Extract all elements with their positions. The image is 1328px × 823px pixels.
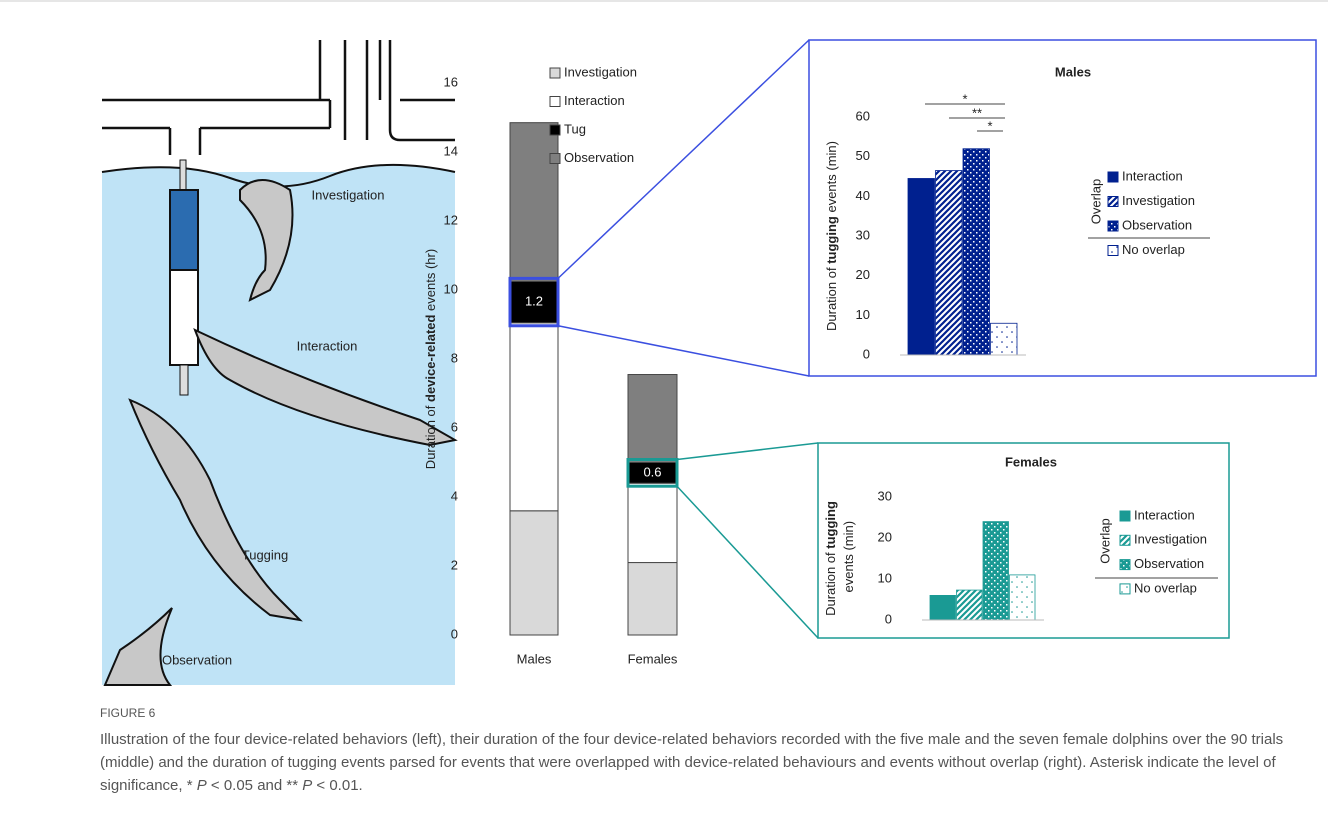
significance-label: * [962, 91, 967, 106]
y-tick-label: 10 [856, 307, 870, 322]
legend-label: Interaction [564, 93, 625, 108]
bar-segment [628, 563, 677, 635]
y-tick-label: 0 [863, 346, 870, 361]
y-tick-label: 20 [878, 529, 892, 544]
figure: Investigation Interaction Tugging Observati… [0, 0, 1328, 700]
connector [677, 443, 818, 460]
legend-swatch [1120, 584, 1130, 594]
caption-part: < 0.05 and ** [207, 777, 303, 794]
legend-swatch [550, 97, 560, 107]
y-tick-label: 4 [451, 488, 458, 503]
y-axis-title-part: events (min) [841, 521, 856, 596]
bar-segment [510, 123, 558, 282]
y-tick-label: 16 [444, 74, 458, 89]
y-tick-label: 2 [451, 557, 458, 572]
y-axis-title-part: device-related [423, 315, 438, 402]
legend-label: No overlap [1122, 242, 1185, 257]
caption-part: < 0.01. [312, 777, 362, 794]
bar [908, 178, 935, 355]
legend-swatch [1108, 197, 1118, 207]
legend-label: Tug [564, 121, 586, 136]
y-tick-label: 8 [451, 350, 458, 365]
illustration [102, 40, 455, 685]
bar [983, 522, 1009, 620]
legend-swatch [550, 68, 560, 78]
significance-label: ** [972, 105, 982, 120]
chart-title: Males [1055, 64, 1091, 79]
y-tick-label: 40 [856, 188, 870, 203]
y-tick-label: 12 [444, 212, 458, 227]
y-axis-title: Duration of device-related events (hr) [423, 249, 438, 469]
figure-label: FIGURE 6 [100, 706, 1300, 720]
legend-label: Investigation [1134, 532, 1207, 547]
legend-swatch [550, 125, 560, 135]
y-axis-title-part: tugging [823, 501, 838, 549]
panel-border [809, 40, 1316, 376]
y-tick-label: 20 [856, 267, 870, 282]
bar [991, 323, 1018, 355]
caption-part: P [302, 777, 312, 794]
legend-label: No overlap [1134, 580, 1197, 595]
y-tick-label: 0 [885, 611, 892, 626]
bar [1010, 575, 1036, 620]
page: Investigation Interaction Tugging Observati… [0, 0, 1328, 823]
legend-title: Overlap [1088, 179, 1103, 225]
illustration-label: Interaction [297, 338, 358, 353]
legend-swatch [1120, 535, 1130, 545]
figure-caption: Illustration of the four device-related … [100, 728, 1300, 797]
legend-swatch [1108, 246, 1118, 256]
legend-label: Observation [564, 150, 634, 165]
y-tick-label: 60 [856, 108, 870, 123]
illustration-label: Investigation [312, 187, 385, 202]
y-axis-title-part: events (hr) [423, 249, 438, 315]
legend-label: Observation [1122, 217, 1192, 232]
y-axis-title-part: Duration of [423, 402, 438, 469]
y-tick-label: 10 [444, 281, 458, 296]
legend-label: Investigation [564, 64, 637, 79]
legend-swatch [1108, 221, 1118, 231]
y-axis-title-part: Duration of [824, 264, 839, 331]
connector [558, 326, 809, 376]
legend-title: Overlap [1097, 518, 1112, 564]
y-axis-title-part: Duration of [823, 549, 838, 616]
bar [957, 590, 983, 620]
illustration-label: Observation [162, 652, 232, 667]
y-tick-label: 6 [451, 419, 458, 434]
value-label: 1.2 [525, 294, 543, 309]
y-tick-label: 30 [856, 227, 870, 242]
y-tick-label: 30 [878, 488, 892, 503]
x-tick-label: Females [628, 651, 678, 666]
legend-label: Investigation [1122, 193, 1195, 208]
legend-label: Observation [1134, 556, 1204, 571]
connector [677, 486, 818, 638]
bar [963, 149, 990, 355]
y-axis-title-part: tugging [824, 216, 839, 264]
y-tick-label: 10 [878, 570, 892, 585]
bar [936, 171, 963, 355]
y-axis-title: Duration of tugging events (min) [824, 141, 839, 331]
significance-label: * [987, 118, 992, 133]
bar-segment [510, 323, 558, 511]
caption-block: FIGURE 6 Illustration of the four device… [100, 700, 1300, 797]
caption-part: P [197, 777, 207, 794]
legend-swatch [550, 154, 560, 164]
x-tick-label: Males [517, 651, 552, 666]
y-tick-label: 50 [856, 148, 870, 163]
bar-segment [628, 483, 677, 562]
legend-label: Interaction [1134, 507, 1195, 522]
bar-segment [510, 511, 558, 635]
legend-swatch [1120, 560, 1130, 570]
y-tick-label: 14 [444, 143, 458, 158]
value-label: 0.6 [643, 464, 661, 479]
legend-swatch [1108, 172, 1118, 182]
y-tick-label: 0 [451, 626, 458, 641]
chart-title: Females [1005, 454, 1057, 469]
legend-label: Interaction [1122, 168, 1183, 183]
bar-segment [628, 375, 677, 463]
bar [930, 595, 956, 620]
legend-swatch [1120, 511, 1130, 521]
y-axis-title-part: events (min) [824, 141, 839, 216]
illustration-label: Tugging [242, 547, 289, 562]
